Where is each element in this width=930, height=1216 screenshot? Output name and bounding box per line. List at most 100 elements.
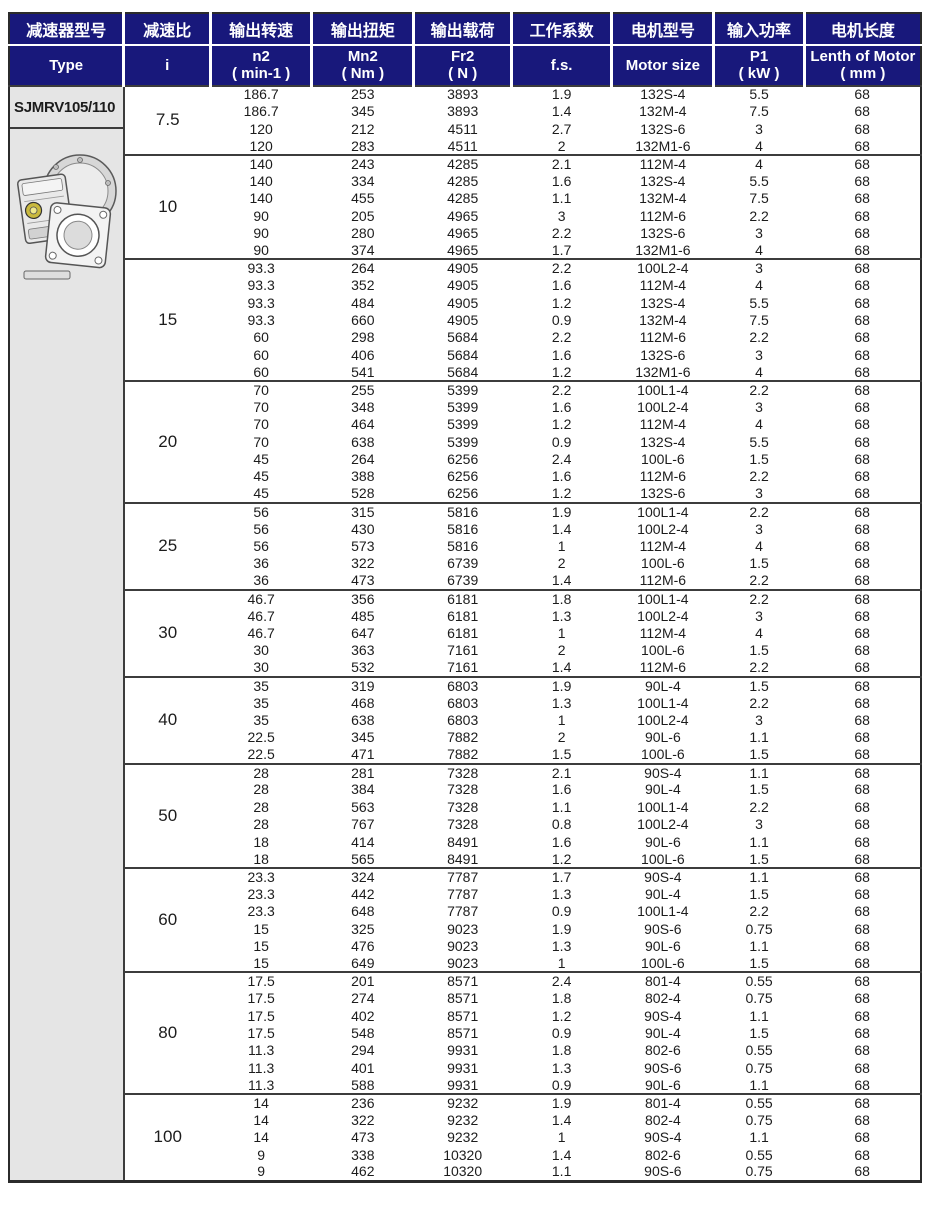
cell-n2: 120 bbox=[249, 120, 273, 137]
cell-fr2: 5816 bbox=[447, 520, 479, 537]
cell-p1: 5.5 bbox=[749, 294, 769, 311]
cell-mn2: 348 bbox=[351, 398, 375, 415]
cell-fs: 1.5 bbox=[551, 746, 572, 763]
cell-fs: 1.1 bbox=[551, 190, 572, 207]
cell-motor-length: 68 bbox=[854, 624, 870, 641]
cell-motor-length: 68 bbox=[854, 659, 870, 676]
table-row: 60 23.3 324 7787 1.7 90S-4 1.1 68 bbox=[9, 867, 921, 973]
cell-p1: 3 bbox=[713, 258, 805, 277]
cell-fs: 1 bbox=[557, 711, 566, 728]
cell-fr2: 4905 bbox=[447, 311, 479, 328]
cell-fr2: 6803 bbox=[447, 711, 479, 728]
cell-fr2: 4285 bbox=[447, 172, 479, 189]
cell-p1: 1.1 bbox=[749, 1129, 769, 1146]
cell-motor-length: 68 bbox=[804, 380, 921, 399]
cell-fr2: 6739 bbox=[447, 572, 479, 589]
cell-fr2: 9023 bbox=[447, 937, 479, 954]
cell-n2: 186.7 bbox=[210, 84, 312, 103]
cell-n2: 23.3 bbox=[247, 903, 275, 920]
cell-motor-size: 112M-4 bbox=[639, 416, 687, 433]
cell-motor-length: 68 bbox=[854, 311, 870, 328]
table-row: 60 298 5684 2.2 112M-6 2.2 68 bbox=[9, 329, 921, 346]
cell-mn2: 648 bbox=[351, 903, 375, 920]
table-row: 11.3 401 9931 1.3 90S-6 0.75 68 bbox=[9, 1059, 921, 1076]
cell-mn2: 455 bbox=[351, 190, 375, 207]
cell-mn2: 345 bbox=[351, 729, 375, 746]
cell-n2: 45 bbox=[253, 451, 269, 468]
cell-fr2: 7161 bbox=[447, 642, 479, 659]
cell-motor-length: 68 bbox=[854, 729, 870, 746]
cell-mn2: 638 bbox=[351, 711, 375, 728]
cell-n2: 28 bbox=[253, 781, 269, 798]
cell-motor-length: 68 bbox=[854, 642, 870, 659]
cell-mn2: 334 bbox=[351, 172, 375, 189]
cell-fs: 2 bbox=[557, 729, 566, 746]
cell-motor-size: 132S-6 bbox=[640, 120, 686, 137]
cell-fs: 1.2 bbox=[551, 485, 572, 502]
cell-mn2: 236 bbox=[311, 1093, 414, 1112]
cell-motor-length: 68 bbox=[804, 762, 921, 782]
table-row: 186.7 345 3893 1.4 132M-4 7.5 68 bbox=[9, 103, 921, 120]
table-row: 23.3 648 7787 0.9 100L1-4 2.2 68 bbox=[9, 903, 921, 920]
table-row: 15 476 9023 1.3 90L-6 1.1 68 bbox=[9, 938, 921, 955]
cell-p1: 2.2 bbox=[749, 329, 769, 346]
cell-p1: 0.75 bbox=[745, 1059, 773, 1076]
cell-motor-length: 68 bbox=[854, 451, 870, 468]
cell-mn2: 462 bbox=[351, 1163, 375, 1180]
table-row: 15 325 9023 1.9 90S-6 0.75 68 bbox=[9, 920, 921, 937]
table-row: 45 388 6256 1.6 112M-6 2.2 68 bbox=[9, 468, 921, 485]
cell-fs: 1 bbox=[557, 538, 566, 554]
cell-n2: 70 bbox=[253, 398, 269, 415]
cell-mn2: 430 bbox=[351, 520, 375, 537]
cell-mn2: 315 bbox=[311, 501, 414, 521]
header-en-output-torque: Mn2( Nm ) bbox=[310, 45, 414, 86]
cell-n2: 186.7 bbox=[243, 103, 279, 120]
cell-fs: 1.4 bbox=[551, 1111, 572, 1128]
cell-motor-size: 112M-4 bbox=[639, 277, 687, 294]
cell-fr2: 8571 bbox=[447, 1024, 479, 1041]
header-row-english: Type i n2( min-1 ) Mn2( Nm ) Fr2( N ) f.… bbox=[9, 45, 921, 86]
cell-fr2: 5399 bbox=[447, 433, 479, 450]
cell-p1: 0.55 bbox=[745, 1146, 773, 1163]
cell-n2: 23.3 bbox=[247, 885, 275, 902]
cell-motor-length: 68 bbox=[854, 103, 870, 120]
cell-motor-length: 68 bbox=[854, 329, 870, 346]
cell-motor-length: 68 bbox=[854, 833, 870, 850]
cell-p1: 1.5 bbox=[749, 954, 769, 971]
cell-fs: 2 bbox=[557, 137, 566, 154]
table-row: 80 17.5 201 8571 2.4 801-4 0.55 68 bbox=[9, 971, 921, 1095]
header-en-service-factor: f.s. bbox=[509, 45, 612, 86]
cell-motor-length: 68 bbox=[804, 1093, 921, 1112]
table-row: 93.3 484 4905 1.2 132S-4 5.5 68 bbox=[9, 294, 921, 311]
cell-fs: 1.4 bbox=[551, 572, 572, 589]
header-en-output-load: Fr2( N ) bbox=[412, 45, 512, 86]
table-row: 20 70 255 5399 2.2 100L1-4 2.2 68 bbox=[9, 380, 921, 503]
cell-motor-size: 132S-4 bbox=[640, 433, 686, 450]
cell-mn2: 356 bbox=[311, 588, 414, 608]
cell-n2: 14 bbox=[253, 1129, 269, 1146]
cell-fs: 1 bbox=[557, 954, 566, 971]
cell-motor-size: 100L-6 bbox=[641, 451, 685, 468]
cell-fr2: 5684 bbox=[447, 329, 479, 346]
cell-motor-length: 68 bbox=[854, 1146, 870, 1163]
cell-mn2: 201 bbox=[311, 971, 414, 990]
cell-motor-size: 90S-4 bbox=[644, 1129, 682, 1146]
header-cn-output-load: 输出载荷 bbox=[412, 13, 512, 46]
cell-motor-size: 100L2-4 bbox=[637, 816, 689, 833]
cell-n2: 22.5 bbox=[247, 729, 275, 746]
cell-motor-size: 112M-6 bbox=[639, 329, 687, 346]
cell-p1: 4 bbox=[755, 416, 763, 433]
table-row: 90 374 4965 1.7 132M1-6 4 68 bbox=[9, 242, 921, 259]
table-row: 140 455 4285 1.1 132M-4 7.5 68 bbox=[9, 190, 921, 207]
cell-fr2: 6181 bbox=[413, 588, 512, 608]
cell-motor-length: 68 bbox=[854, 1042, 870, 1059]
cell-mn2: 660 bbox=[351, 311, 375, 328]
cell-fr2: 8491 bbox=[447, 850, 479, 867]
cell-fs: 1.2 bbox=[551, 1007, 572, 1024]
cell-mn2: 471 bbox=[351, 746, 375, 763]
table-row: 46.7 647 6181 1 112M-4 4 68 bbox=[9, 625, 921, 642]
cell-p1: 1.1 bbox=[749, 729, 769, 746]
cell-motor-length: 68 bbox=[854, 1059, 870, 1076]
cell-fs: 1.6 bbox=[551, 346, 572, 363]
table-row: 120 283 4511 2 132M1-6 4 68 bbox=[9, 138, 921, 155]
